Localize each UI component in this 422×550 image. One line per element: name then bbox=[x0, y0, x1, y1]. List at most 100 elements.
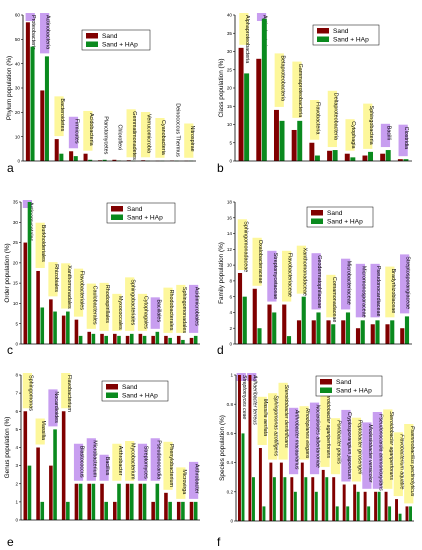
bar-sand bbox=[112, 159, 117, 161]
bar-sand bbox=[83, 153, 88, 161]
bar-sand-hap bbox=[88, 159, 93, 161]
bar-sand-hap bbox=[244, 73, 250, 161]
bar-sand-hap bbox=[262, 506, 266, 521]
bar-sand-hap bbox=[27, 202, 32, 344]
legend-swatch bbox=[320, 379, 332, 385]
bar-sand bbox=[344, 153, 350, 161]
bar-sand-hap bbox=[377, 491, 381, 521]
y-tick-label: 5 bbox=[15, 427, 18, 432]
bar-sand bbox=[176, 501, 181, 520]
category-highlight bbox=[292, 61, 302, 118]
category-highlight bbox=[380, 123, 391, 148]
bar-sand-hap bbox=[367, 506, 371, 521]
bar-sand bbox=[74, 483, 79, 520]
legend-entry: Sand bbox=[327, 210, 343, 217]
category-label: Bacillus bbox=[104, 457, 110, 476]
bar-sand bbox=[138, 333, 143, 344]
bar-sand bbox=[138, 483, 143, 520]
legend-swatch bbox=[106, 392, 118, 398]
y-tick-label: 1 bbox=[15, 499, 18, 504]
bar-sand bbox=[87, 483, 92, 520]
category-label: Blastococcus bbox=[79, 446, 85, 478]
category-highlight bbox=[54, 96, 64, 137]
bar-sand bbox=[385, 324, 390, 344]
category-label: Phenylobacterium bbox=[168, 444, 174, 488]
category-label: Arthrobacter bbox=[117, 446, 123, 476]
bar-sand bbox=[397, 159, 403, 161]
category-label: Streptosporangiaceae bbox=[405, 256, 411, 309]
bar-sand bbox=[370, 324, 375, 344]
category-label: Sphingomonas azotifigens bbox=[273, 395, 279, 456]
y-tick-label: 25 bbox=[227, 67, 233, 72]
y-tick-label: 1 bbox=[230, 373, 233, 378]
category-label: Cytophagales bbox=[142, 296, 148, 329]
category-highlight bbox=[288, 407, 299, 475]
category-label: Arthrobacter bbox=[194, 464, 200, 494]
bar-sand-hap bbox=[375, 320, 380, 344]
category-label: Bacilli bbox=[385, 126, 391, 140]
bar-sand bbox=[87, 331, 92, 344]
y-tick-label: 20 bbox=[227, 86, 233, 91]
category-label: Deinococcus Thermus bbox=[174, 103, 180, 157]
bar-sand-hap bbox=[346, 506, 350, 521]
bar-sand bbox=[353, 484, 357, 521]
category-highlight bbox=[176, 467, 186, 499]
panel-a: Proteobacteria Actinobacteria Bacteroidete… bbox=[6, 13, 196, 175]
bar-sand bbox=[326, 320, 331, 344]
category-label: Streptomyces bbox=[142, 446, 148, 479]
category-highlight bbox=[400, 254, 410, 314]
category-label: Sphingobacteria bbox=[368, 106, 374, 145]
category-label: Deltaproteobacteria bbox=[332, 93, 338, 140]
category-label: Verrucomicrobia bbox=[146, 114, 152, 153]
category-highlight bbox=[176, 284, 186, 333]
category-label: Actinobacteria bbox=[45, 15, 51, 49]
bar-sand bbox=[23, 411, 28, 520]
category-highlight bbox=[393, 432, 403, 497]
category-label: Bacteroidetes bbox=[59, 98, 65, 131]
category-label: Clostridia bbox=[403, 127, 409, 149]
panel-d: Sphingomonadaceae Oxalobacteraceae Strepto… bbox=[217, 200, 412, 357]
category-highlight bbox=[309, 402, 320, 475]
bar-sand bbox=[362, 155, 368, 161]
category-label: Adhaeribacter terreus bbox=[252, 374, 258, 425]
panel-f: Streptomyces ceae Adhaeribacter terreus Ma… bbox=[217, 373, 415, 549]
y-tick-label: 50 bbox=[15, 37, 21, 42]
category-label: Streptomyces ceae bbox=[241, 375, 247, 420]
category-highlight bbox=[237, 219, 247, 270]
legend-box bbox=[81, 29, 151, 51]
legend-box bbox=[306, 206, 374, 228]
bar-sand-hap bbox=[368, 151, 374, 161]
legend-box bbox=[312, 24, 380, 46]
bar-sand bbox=[164, 335, 168, 344]
category-label: Flavobacterium bbox=[66, 375, 72, 412]
bar-sand-hap bbox=[257, 328, 262, 344]
bar-sand-hap bbox=[117, 483, 121, 520]
bar-sand bbox=[273, 109, 279, 161]
category-highlight bbox=[383, 409, 393, 489]
legend-swatch bbox=[317, 28, 329, 34]
bar-sand-hap bbox=[40, 307, 45, 344]
y-tick-label: 6 bbox=[15, 409, 18, 414]
category-highlight bbox=[125, 277, 135, 331]
category-highlight bbox=[35, 418, 45, 445]
category-label: Nocardioides bbox=[53, 391, 59, 423]
category-label: Cyanobacteria bbox=[160, 120, 166, 155]
panel-b: AlphaproteobacteriaActinobacteriaBetapro… bbox=[217, 13, 412, 175]
legend-swatch bbox=[86, 33, 98, 39]
bar-sand-hap bbox=[129, 483, 134, 520]
category-highlight bbox=[320, 387, 330, 467]
y-tick-label: 2 bbox=[229, 326, 232, 331]
category-label: Bradyrhizobiaceae bbox=[390, 269, 396, 314]
category-label: Sphingobacteriales bbox=[130, 279, 136, 325]
y-tick-label: 16 bbox=[227, 215, 233, 220]
bar-sand-hap bbox=[155, 483, 160, 520]
category-label: Myxococcales bbox=[117, 296, 123, 330]
bar-sand bbox=[290, 477, 294, 521]
category-label: Pseudonocardia bbox=[155, 440, 161, 479]
bar-sand-hap bbox=[314, 491, 318, 521]
y-tick-label: 0 bbox=[230, 519, 233, 524]
legend-swatch bbox=[320, 387, 332, 393]
bar-sand bbox=[113, 333, 117, 344]
category-highlight bbox=[61, 263, 71, 309]
